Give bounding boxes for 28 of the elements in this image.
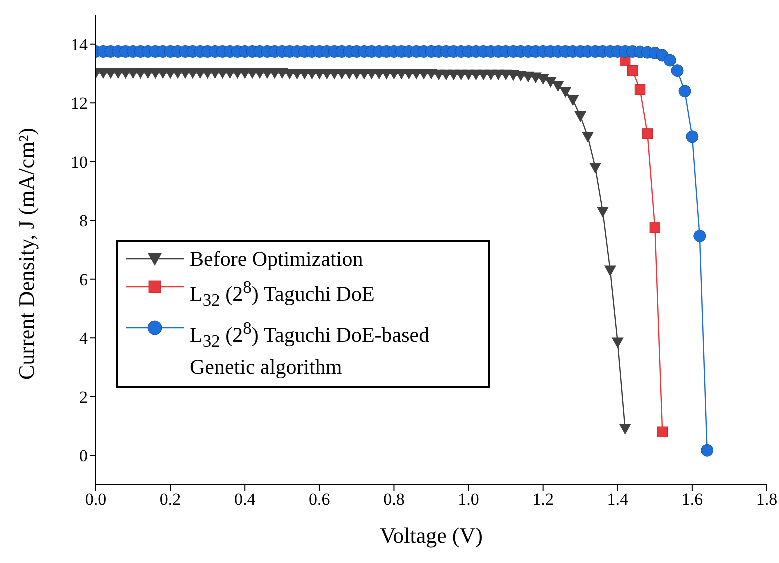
x-axis-title: Voltage (V) (380, 523, 483, 548)
y-tick-label: 8 (80, 212, 88, 231)
x-tick-label: 1.8 (756, 490, 778, 510)
legend-label: L$_{32}$ (2$^{8}$) Taguchi DoE (190, 276, 375, 312)
x-tick-label: 0.0 (85, 490, 107, 510)
x-tick-label: 0.6 (309, 490, 330, 510)
y-tick-label: 0 (80, 446, 88, 466)
x-tick-label: 1.4 (607, 490, 630, 510)
y-tick-label: 10 (71, 152, 88, 172)
x-tick-label: 0.8 (384, 490, 405, 510)
point (627, 65, 638, 76)
legend-label: L$_{32}$ (2$^{8}$) Taguchi DoE-based Genetic algorithm (190, 317, 431, 380)
y-axis-title: Current Density, J (mA/cm²) (14, 128, 39, 380)
x-tick-label: 1.6 (682, 490, 704, 510)
x-tick-label: 1.2 (532, 490, 554, 510)
y-tick-label: 2 (80, 388, 88, 407)
y-tick-label: 12 (71, 94, 88, 114)
y-tick-label: 14 (71, 35, 88, 54)
x-tick-label: 0.2 (160, 490, 182, 510)
point (642, 128, 654, 140)
point (634, 84, 646, 96)
point (657, 426, 668, 438)
y-tick-label: 4 (80, 329, 88, 348)
legend-label: Before Optimization (190, 246, 364, 272)
point (650, 222, 661, 234)
x-tick-label: 0.4 (234, 490, 256, 510)
x-tick-label: 1.0 (458, 490, 480, 510)
y-tick-label: 6 (80, 270, 88, 290)
